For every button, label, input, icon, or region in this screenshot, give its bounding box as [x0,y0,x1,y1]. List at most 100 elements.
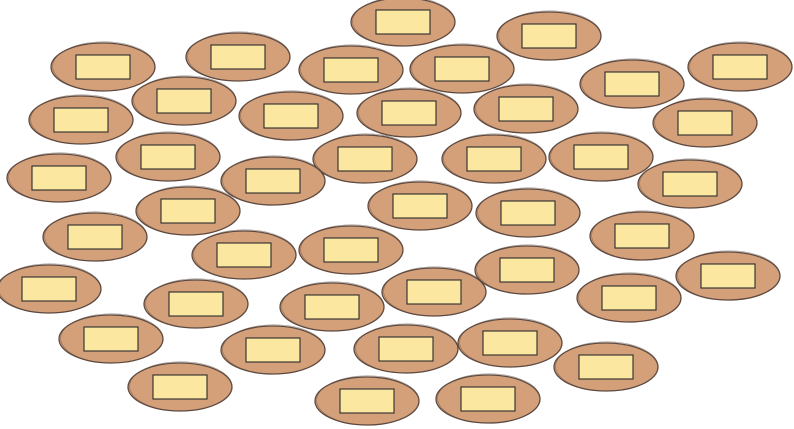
node-label-box [460,386,516,412]
node-label-box [712,54,768,80]
node-32 [675,250,781,301]
node-ellipse-sketch [443,133,547,184]
node-label-box [392,193,448,219]
node-ellipse-sketch [193,229,297,280]
node-39 [457,317,563,368]
node-ellipse-sketch [133,75,237,126]
node-label-box [263,103,319,129]
node-label-box [378,336,434,362]
node-5 [298,44,404,95]
node-2 [496,10,602,61]
node-20 [220,155,326,206]
node-label-box [216,242,272,268]
node-ellipse-sketch [316,375,420,426]
node-ellipse-sketch [498,10,602,61]
node-22 [135,185,241,236]
node-ellipse-sketch [358,87,462,138]
node-ellipse-sketch [654,97,758,148]
node-ellipse-sketch [222,155,326,206]
node-40 [553,341,659,392]
node-23 [367,180,473,231]
node-label-box [31,165,87,191]
node-3 [50,41,156,92]
node-31 [381,266,487,317]
node-ellipse-sketch [300,44,404,95]
node-label-box [21,276,77,302]
node-label-box [601,285,657,311]
node-label-box [677,110,733,136]
node-label-box [521,23,577,49]
node-label-box [482,330,538,356]
node-7 [579,58,685,109]
node-21 [637,158,743,209]
node-16 [312,133,418,184]
node-label-box [75,54,131,80]
node-26 [42,211,148,262]
node-15 [115,131,221,182]
node-36 [58,313,164,364]
node-ellipse-sketch [581,58,685,109]
node-1 [350,0,456,47]
node-ellipse-sketch [459,317,563,368]
node-33 [143,278,249,329]
node-6 [409,43,515,94]
node-ellipse-sketch [352,0,456,47]
node-38 [353,323,459,374]
node-ellipse-sketch [240,90,344,141]
node-27 [191,229,297,280]
node-label-box [375,9,431,35]
node-label-box [152,374,208,400]
node-label-box [245,168,301,194]
node-label-box [245,337,301,363]
node-label-box [700,263,756,289]
node-label-box [53,107,109,133]
node-ellipse-sketch [639,158,743,209]
node-ellipse-sketch [137,185,241,236]
node-ellipse-sketch [145,278,249,329]
node-8 [687,41,793,92]
node-label-box [466,146,522,172]
node-11 [238,90,344,141]
node-ellipse-sketch [411,43,515,94]
node-ellipse-sketch [476,244,580,295]
node-9 [131,75,237,126]
node-label-box [406,279,462,305]
node-ellipse-sketch [300,224,404,275]
node-ellipse-sketch [117,131,221,182]
node-ellipse-sketch [383,266,487,317]
node-ellipse-sketch [555,341,659,392]
node-28 [298,224,404,275]
node-29 [474,244,580,295]
node-label-box [140,144,196,170]
node-label-box [337,146,393,172]
node-label-box [323,237,379,263]
node-label-box [498,96,554,122]
node-ellipse-sketch [355,323,459,374]
node-18 [548,131,654,182]
node-ellipse-sketch [187,31,291,82]
node-label-box [573,144,629,170]
node-ellipse-sketch [591,210,695,261]
node-label-box [500,200,556,226]
node-24 [475,187,581,238]
node-37 [220,324,326,375]
node-ellipse-sketch [44,211,148,262]
node-label-box [304,294,360,320]
node-14 [652,97,758,148]
node-41 [127,361,233,412]
node-ellipse-sketch [129,361,233,412]
node-ellipse-sketch [30,94,134,145]
node-ellipse-sketch [281,281,385,332]
node-label-box [614,223,670,249]
node-25 [589,210,695,261]
node-4 [185,31,291,82]
node-ellipse-sketch [677,250,781,301]
node-13 [473,83,579,134]
node-label-box [662,171,718,197]
node-label-box [604,71,660,97]
node-label-box [434,56,490,82]
node-ellipse-sketch [222,324,326,375]
node-19 [6,152,112,203]
